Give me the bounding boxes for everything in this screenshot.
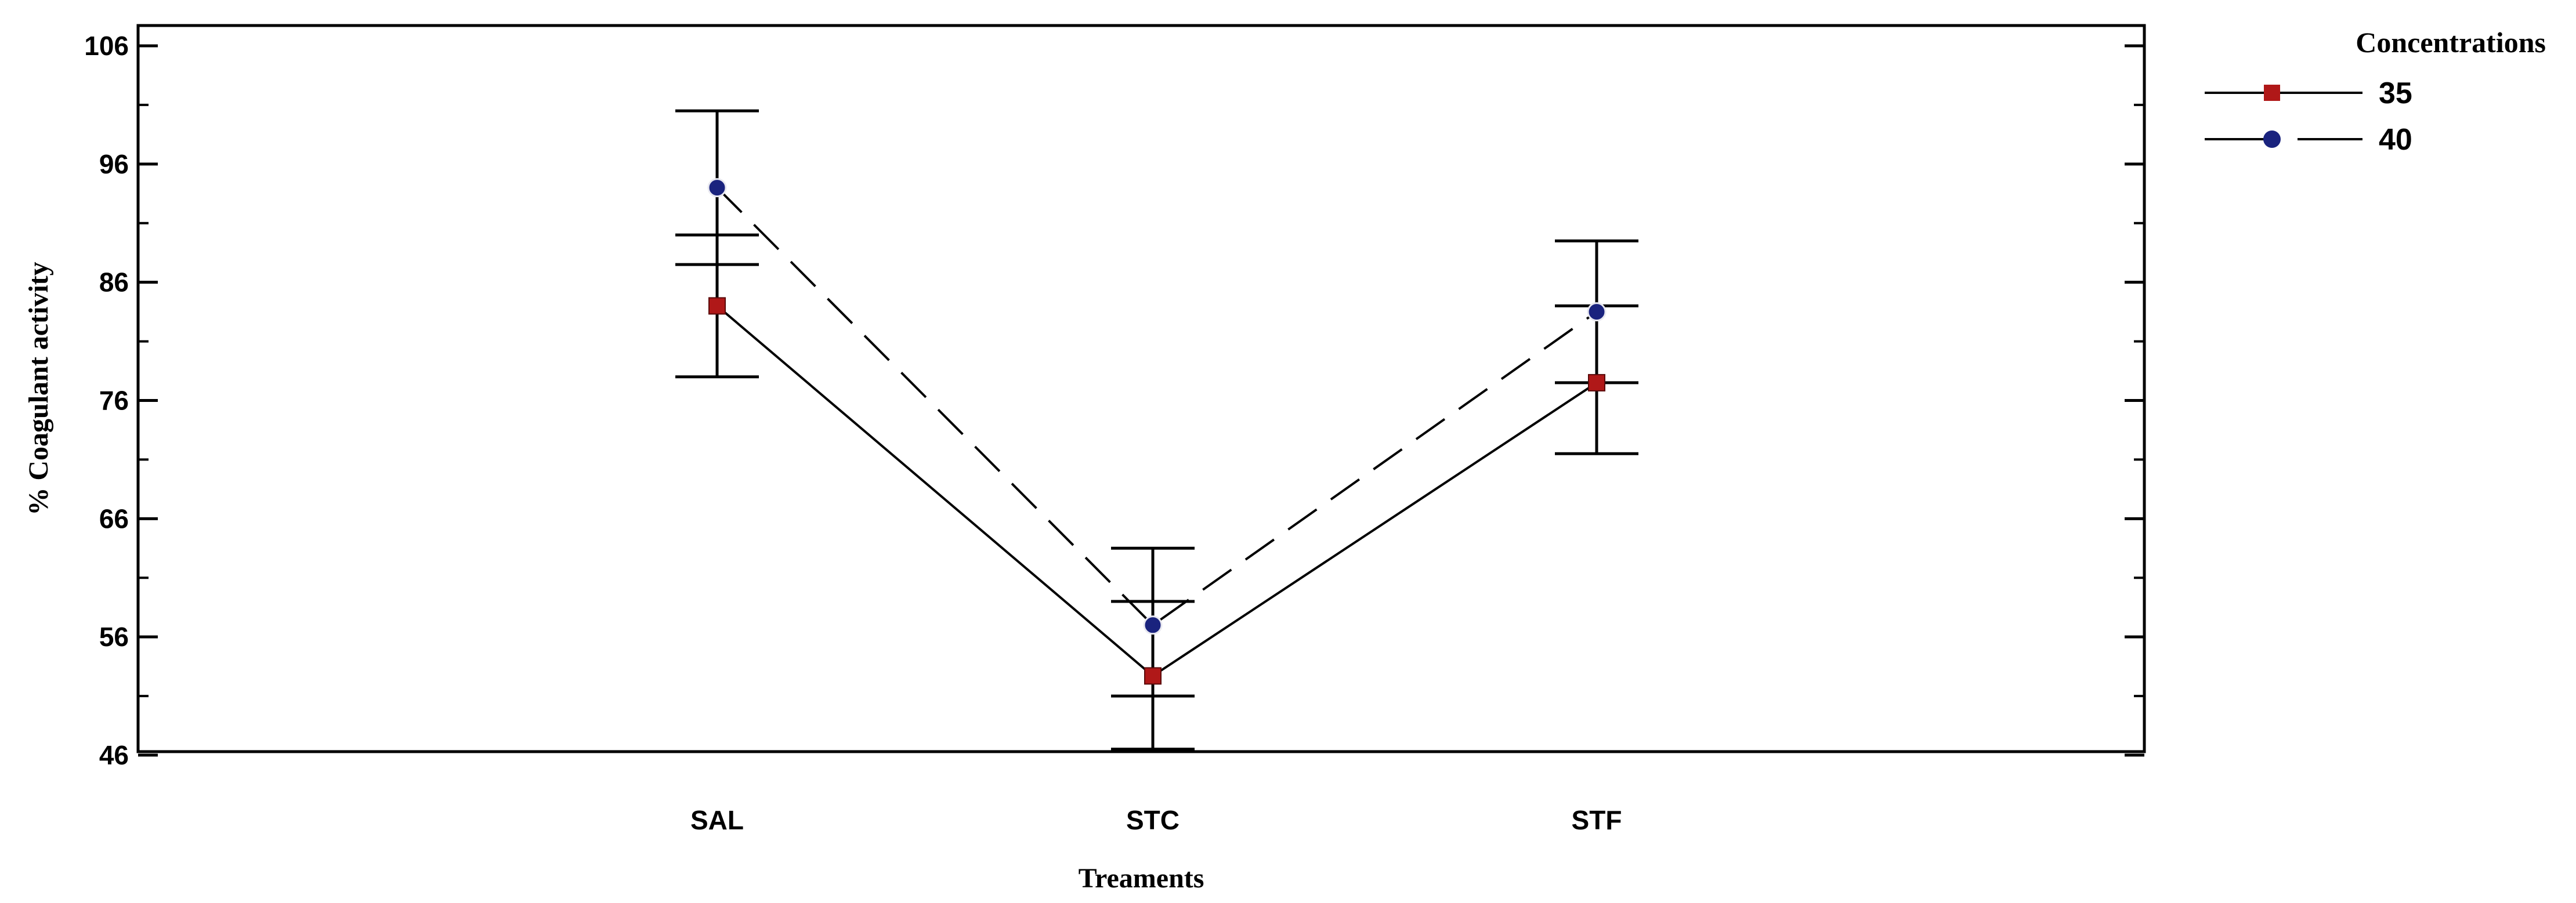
y-tick-label: 76 <box>99 386 129 416</box>
x-tick-label: STC <box>1126 805 1180 835</box>
legend-label-40: 40 <box>2379 123 2412 157</box>
data-point-35 <box>1144 667 1162 685</box>
legend-marker-35 <box>2264 85 2280 101</box>
data-point-40 <box>1143 615 1163 635</box>
x-axis-title: Treaments <box>1079 863 1204 894</box>
y-tick-label: 106 <box>84 31 129 61</box>
y-tick-label: 56 <box>99 622 129 652</box>
data-point-40 <box>1587 302 1607 322</box>
x-tick-label: STF <box>1572 805 1622 835</box>
axis-ticks <box>138 44 2144 757</box>
legend-marker-40 <box>2263 130 2281 148</box>
data-point-35 <box>1588 373 1605 391</box>
y-tick-label: 96 <box>99 149 129 179</box>
y-axis-title: % Coagulant activity <box>23 262 54 515</box>
plot-frame <box>136 24 2146 753</box>
data-point-40 <box>707 178 727 198</box>
x-tick-label: SAL <box>690 805 744 835</box>
y-tick-label: 46 <box>99 740 129 770</box>
y-tick-label: 66 <box>99 503 129 534</box>
data-points <box>707 178 1607 685</box>
tick-labels: 106 96 86 76 66 56 46 SAL STC STF <box>84 31 1622 835</box>
legend-title: Concentrations <box>2356 26 2546 59</box>
y-tick-label: 86 <box>99 267 129 298</box>
legend-label-35: 35 <box>2379 77 2412 110</box>
data-point-35 <box>708 297 726 315</box>
